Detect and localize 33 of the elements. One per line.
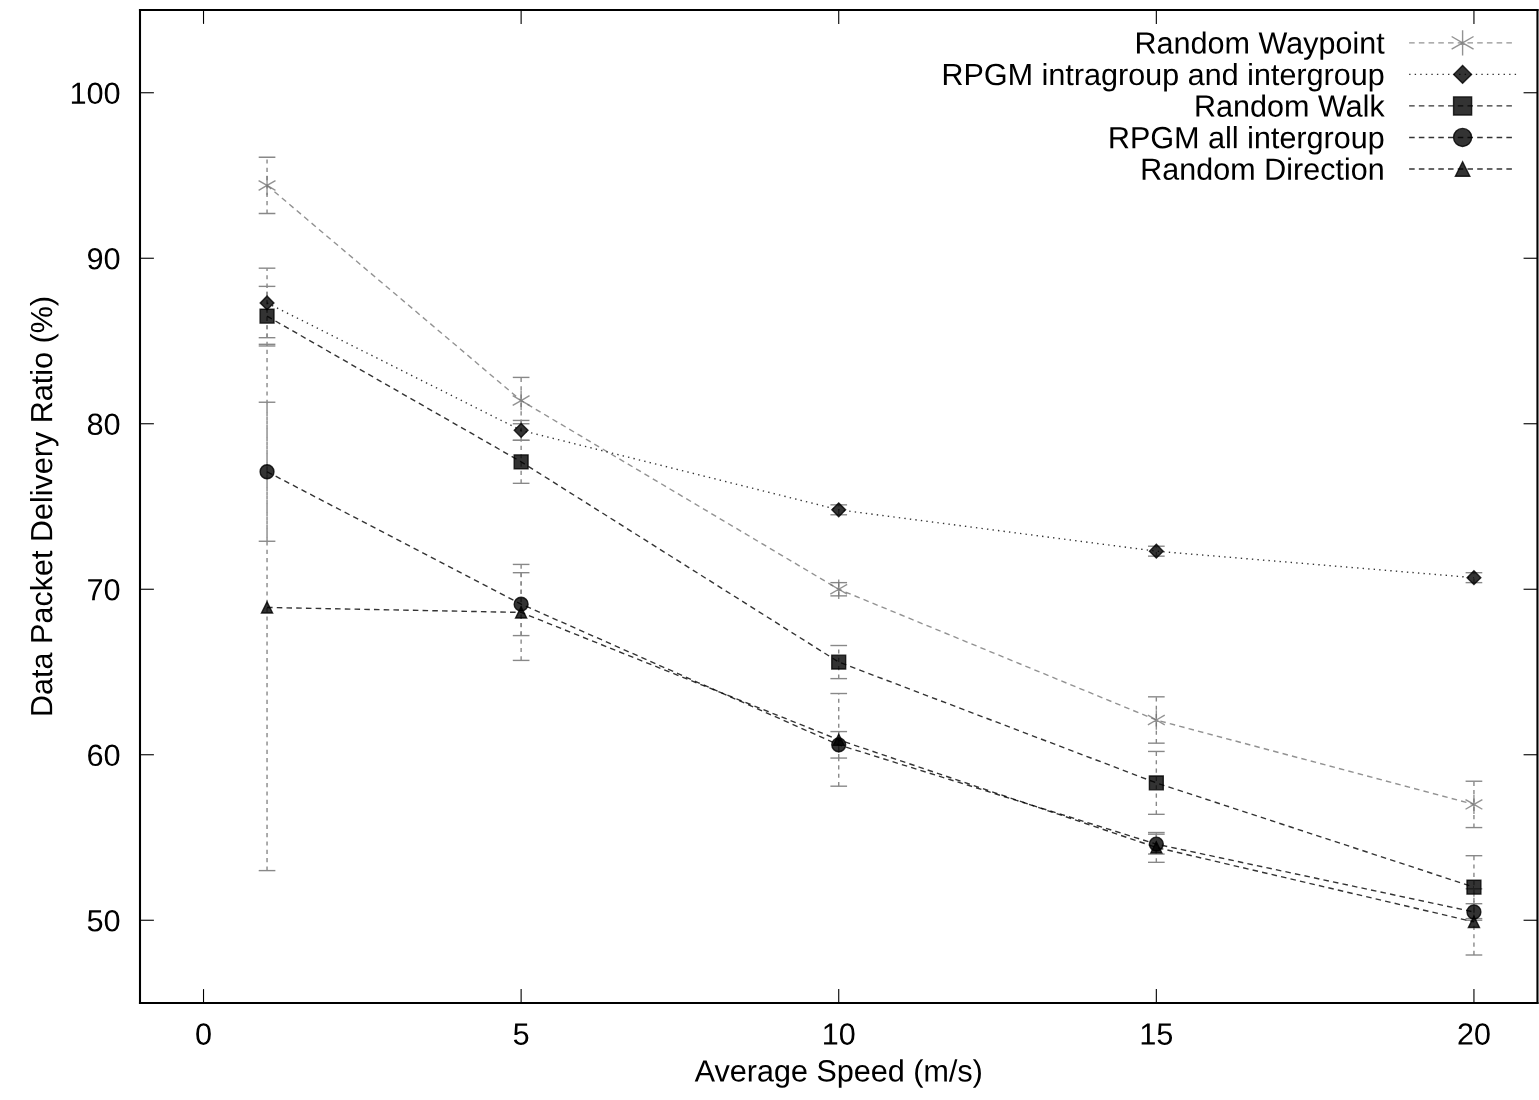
point [831,654,847,670]
y-axis-title: Data Packet Delivery Ratio (%) [29,297,59,715]
y-tick-label: 90 [88,247,120,270]
legend-label: RPGM all intergroup [1110,126,1384,155]
legend-label: Random Walk [1196,94,1385,117]
x-tick-label: 5 [513,1023,529,1045]
point [513,454,529,470]
point [259,308,275,324]
point [1148,775,1164,791]
x-axis-title: Average Speed (m/s) [694,1059,981,1088]
point [1466,879,1482,895]
x-tick-label: 20 [1458,1023,1490,1045]
y-tick-label: 100 [71,82,120,105]
point [1464,793,1484,815]
point [1150,841,1163,854]
point [257,175,277,196]
x-tick-label: 0 [196,1023,211,1045]
point [1467,915,1481,929]
point [512,390,531,411]
legend-label: Random Waypoint [1137,31,1385,60]
x-tick-label: 10 [824,1023,855,1045]
point [260,601,274,614]
point [259,464,275,480]
y-tick-label: 80 [87,413,120,436]
y-tick-label: 70 [88,578,120,601]
y-tick-label: 60 [88,744,120,767]
legend-label: Random Direction [1142,157,1383,180]
y-tick-label: 50 [87,909,120,932]
legend-label: RPGM intragroup and intergroup [943,62,1384,92]
point [259,295,275,311]
point [514,606,528,619]
x-tick-label: 15 [1141,1023,1173,1045]
point [832,733,845,747]
